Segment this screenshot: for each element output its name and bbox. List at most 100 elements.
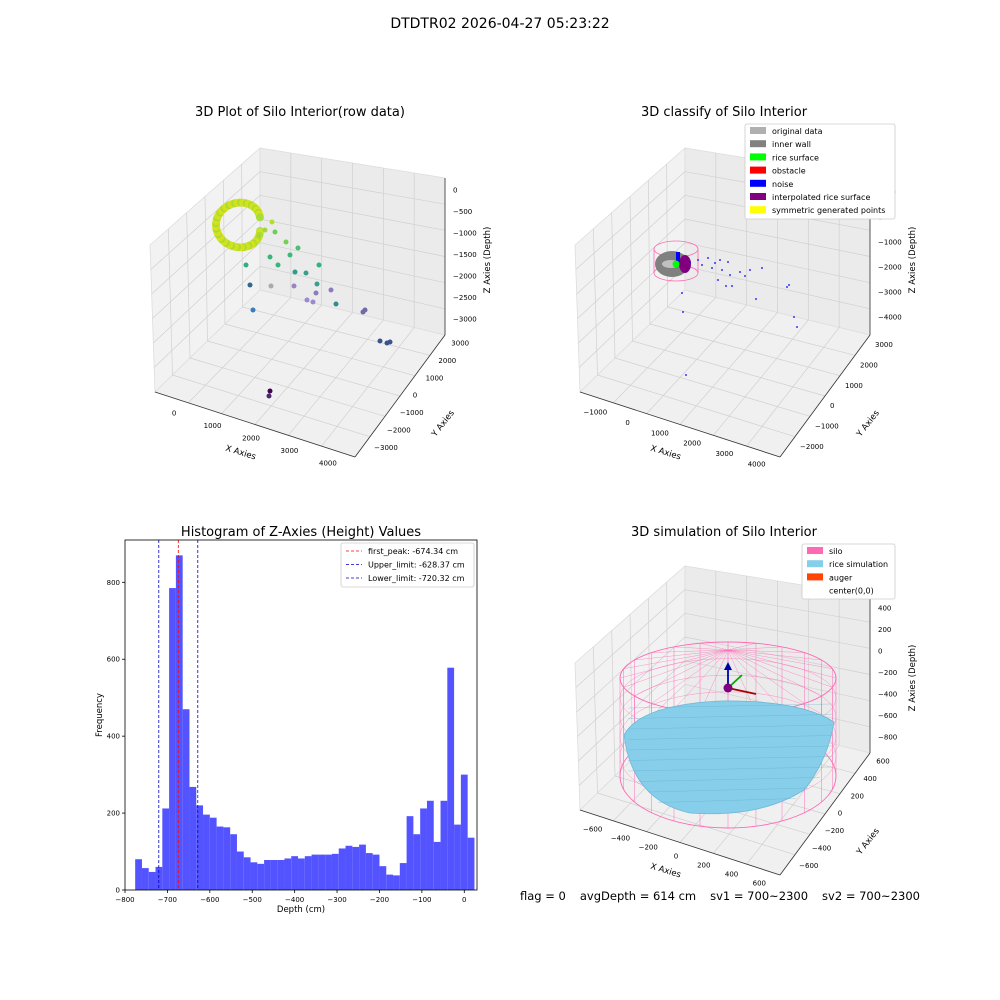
hist-bar (277, 860, 285, 890)
sim-x-tick-label: −200 (639, 843, 658, 851)
hist-bar (345, 845, 353, 890)
sim-rice-mesh (647, 787, 809, 793)
hist-bar (243, 857, 251, 890)
sim-x-axis-label: X Axies (649, 862, 682, 881)
cls-noise-point (707, 257, 709, 259)
cls-z-tick-label: −4000 (878, 314, 902, 322)
raw-point (243, 262, 249, 268)
hist-bar (365, 853, 373, 890)
figure-title: DTDTR02 2026-04-27 05:23:22 (390, 16, 610, 32)
raw-point (313, 290, 319, 296)
hist-bar (298, 858, 305, 890)
cls-interpolated-surface (679, 255, 691, 273)
sim-silo-roof-line (727, 649, 822, 661)
sim-rice-mesh (627, 724, 833, 730)
cls-z-axis-label: Z Axies (Depth) (908, 227, 918, 294)
cls-rice-surface (672, 260, 680, 268)
cls-legend-swatch (750, 140, 766, 148)
sim-z-tick-label: −400 (878, 690, 897, 698)
hist-bar (460, 774, 468, 890)
raw-point (267, 254, 273, 260)
cls-noise-point (786, 286, 788, 288)
cls-legend-label: symmetric generated points (772, 206, 885, 215)
hist-bar (216, 826, 224, 890)
raw-point (268, 283, 274, 289)
sim-rice-mesh (627, 756, 833, 761)
hist-bar (223, 827, 231, 890)
sim-x-arrow (727, 687, 757, 695)
raw-y-tick-label: −1000 (400, 409, 424, 417)
cls-legend-label: rice surface (772, 153, 819, 162)
raw-point (314, 281, 320, 287)
hist-legend-label: first_peak: -674.34 cm (368, 547, 458, 556)
cls-noise-point (719, 259, 721, 261)
raw-y-axis-line (354, 334, 446, 458)
raw-point (328, 287, 334, 293)
cls-x-tick-label: 1000 (651, 429, 669, 437)
raw-point (291, 283, 297, 289)
sim-silo-roof-line (727, 649, 783, 710)
sim-grid-line (746, 745, 840, 865)
raw-grid-line (321, 327, 415, 447)
raw-y-tick-label: 1000 (426, 374, 444, 382)
raw-x-tick-label: 1000 (204, 422, 222, 430)
hist-bar (420, 808, 427, 890)
cls-x-axis-label: X Axies (649, 444, 682, 463)
simulation-3d-plot: 3D simulation of Silo Interior −600 −400 −2… (574, 525, 918, 888)
raw-z-tick-label: −2500 (453, 294, 477, 302)
sim-z-tick-label: −200 (878, 669, 897, 677)
raw-z-tick-label: −1500 (453, 251, 477, 259)
flag-text: flag = 0 (520, 889, 566, 903)
hist-bar (236, 851, 244, 890)
raw-point (250, 307, 256, 313)
sim-rice-mesh (627, 745, 833, 751)
raw-point (362, 307, 368, 313)
hist-bar (175, 555, 183, 890)
hist-bar (352, 846, 360, 890)
hist-x-tick-label: −400 (285, 896, 304, 904)
raw-y-tick-label: 0 (413, 392, 417, 400)
cls-legend-box (744, 123, 896, 220)
cls-legend-label: inner wall (772, 140, 811, 149)
hist-bar (372, 854, 380, 890)
sim-silo-roof-line (727, 649, 833, 669)
cls-legend-label: interpolated rice surface (772, 193, 870, 202)
cls-noise-point (697, 259, 699, 261)
cls-x-tick-label: 2000 (683, 440, 701, 448)
hist-frame (124, 539, 478, 891)
hist-bar (182, 709, 190, 890)
cls-noise-point (711, 267, 713, 269)
cls-noise-point (761, 267, 763, 269)
hist-bar (331, 853, 339, 890)
hist-bar (148, 871, 156, 890)
raw-y-tick-label: 2000 (438, 357, 456, 365)
sim-legend-swatch (807, 560, 823, 568)
hist-legend-box (340, 542, 475, 588)
hist-bar (169, 588, 176, 890)
sim-legend-label: rice simulation (829, 560, 888, 569)
raw-point (310, 299, 316, 305)
hist-y-tick-label: 200 (107, 810, 120, 818)
raw-z-tick-label: −2000 (453, 272, 477, 280)
sim-y-axis-line (779, 752, 871, 876)
raw-x-axis-label: X Axies (224, 444, 257, 463)
hist-bar (433, 841, 441, 890)
sim-silo-roof-line (634, 649, 729, 661)
sim-z-axis-label: Z Axies (Depth) (908, 645, 918, 712)
sim-x-tick-label: 400 (725, 871, 738, 879)
raw-z-tick-label: −1000 (453, 230, 477, 238)
hist-x-tick-label: −800 (115, 896, 134, 904)
hist-x-tick-label: −100 (412, 896, 431, 904)
cls-x-tick-label: 3000 (715, 450, 733, 458)
hist-bar (304, 856, 312, 890)
raw-point (304, 297, 310, 303)
sim-x-tick-label: 200 (697, 862, 710, 870)
cls-noise-point (717, 279, 719, 281)
sim-y-tick-label: 600 (876, 757, 889, 765)
sim-legend-box (801, 543, 896, 600)
hist-bar (426, 800, 434, 890)
cls-noise-point (793, 316, 795, 318)
raw-point (387, 339, 393, 345)
sim-silo-roof-line (623, 649, 729, 688)
sim-silo-roof-line (727, 649, 833, 688)
